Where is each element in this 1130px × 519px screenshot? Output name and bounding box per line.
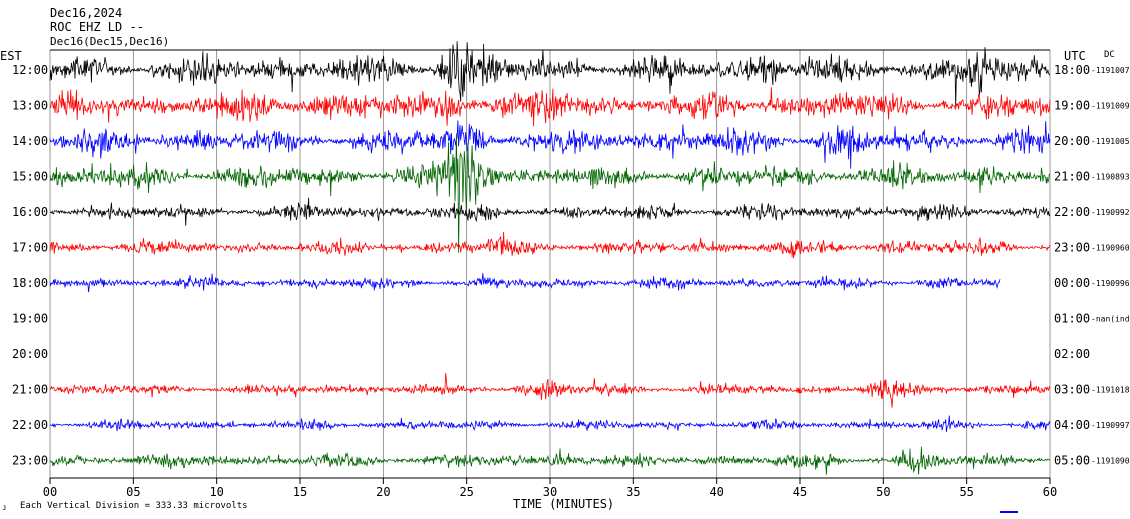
- trace-row-1800: [49, 273, 1001, 293]
- row-dc-offset: -1191007: [1091, 66, 1130, 75]
- row-label-local: 16:00: [12, 205, 48, 219]
- row-dc-offset: -1190960: [1091, 244, 1130, 253]
- x-tick-label: 15: [293, 485, 307, 499]
- row-label-local: 13:00: [12, 99, 48, 113]
- row-label-utc: 02:00: [1054, 347, 1090, 361]
- row-dc-offset: -1191009: [1091, 102, 1130, 111]
- row-dc-offset: -1191018: [1091, 386, 1130, 395]
- trace-row-2100: [49, 372, 1051, 408]
- row-label-local: 12:00: [12, 63, 48, 77]
- x-tick-label: 30: [543, 485, 557, 499]
- x-tick-label: 55: [959, 485, 973, 499]
- record-date: Dec16,2024: [50, 6, 122, 20]
- left-timezone-label: EST: [0, 49, 22, 63]
- seismic-traces: [49, 41, 1051, 475]
- trace-row-1500: [49, 133, 1051, 253]
- row-label-utc: 05:00: [1054, 454, 1090, 468]
- x-tick-label: 40: [709, 485, 723, 499]
- row-label-utc: 04:00: [1054, 418, 1090, 432]
- x-tick-label: 00: [43, 485, 57, 499]
- x-tick-label: 50: [876, 485, 890, 499]
- trace-row-1400: [49, 120, 1051, 169]
- row-label-utc: 01:00: [1054, 312, 1090, 326]
- trace-row-2200: [49, 415, 1051, 432]
- row-label-local: 14:00: [12, 134, 48, 148]
- row-label-local: 19:00: [12, 312, 48, 326]
- row-dc-offset: -1190997: [1091, 421, 1130, 430]
- row-label-local: 20:00: [12, 347, 48, 361]
- row-label-local: 21:00: [12, 383, 48, 397]
- x-tick-label: 35: [626, 485, 640, 499]
- row-label-utc: 23:00: [1054, 241, 1090, 255]
- x-tick-label: 25: [459, 485, 473, 499]
- trace-row-1600: [49, 197, 1051, 226]
- x-tick-label: 45: [793, 485, 807, 499]
- trace-row-2300: [49, 446, 1051, 475]
- date-range-label: Dec16(Dec15,Dec16): [50, 35, 169, 48]
- row-label-local: 22:00: [12, 418, 48, 432]
- row-label-utc: 03:00: [1054, 383, 1090, 397]
- x-axis-ticks: 00 05 10 15 20 25 30 35 40 45 50 55 60: [43, 478, 1057, 499]
- row-label-local: 15:00: [12, 170, 48, 184]
- row-dc-offset: -1191090: [1091, 457, 1130, 466]
- row-label-utc: 21:00: [1054, 170, 1090, 184]
- x-axis-title: TIME (MINUTES): [513, 497, 614, 511]
- row-label-utc: 19:00: [1054, 99, 1090, 113]
- row-dc-offset: -1190996: [1091, 279, 1130, 288]
- row-label-local: 18:00: [12, 276, 48, 290]
- row-dc-offset: -1190992: [1091, 208, 1130, 217]
- x-tick-label: 60: [1043, 485, 1057, 499]
- row-label-utc: 22:00: [1054, 205, 1090, 219]
- right-timezone-label: UTC: [1064, 49, 1086, 63]
- minute-gridlines: [49, 50, 1051, 478]
- row-label-utc: 00:00: [1054, 276, 1090, 290]
- trace-row-1300: [49, 87, 1051, 127]
- row-label-local: 23:00: [12, 454, 48, 468]
- trace-row-1200: [49, 41, 1051, 108]
- station-code: ROC EHZ LD --: [50, 20, 144, 34]
- x-tick-label: 10: [209, 485, 223, 499]
- row-label-local: 17:00: [12, 241, 48, 255]
- row-label-utc: 20:00: [1054, 134, 1090, 148]
- trace-row-1700: [49, 231, 1051, 259]
- x-tick-label: 20: [376, 485, 390, 499]
- row-label-utc: 18:00: [1054, 63, 1090, 77]
- scale-note: Each Vertical Division = 333.33 microvol…: [20, 501, 248, 511]
- scale-icon: ᴊ: [2, 503, 7, 512]
- dc-offset-header: DC: [1104, 50, 1115, 60]
- row-dc-offset: -1190893: [1091, 173, 1130, 182]
- row-dc-offset: -1191005: [1091, 137, 1130, 146]
- x-tick-label: 05: [126, 485, 140, 499]
- row-dc-offset: -nan(ind: [1091, 315, 1130, 324]
